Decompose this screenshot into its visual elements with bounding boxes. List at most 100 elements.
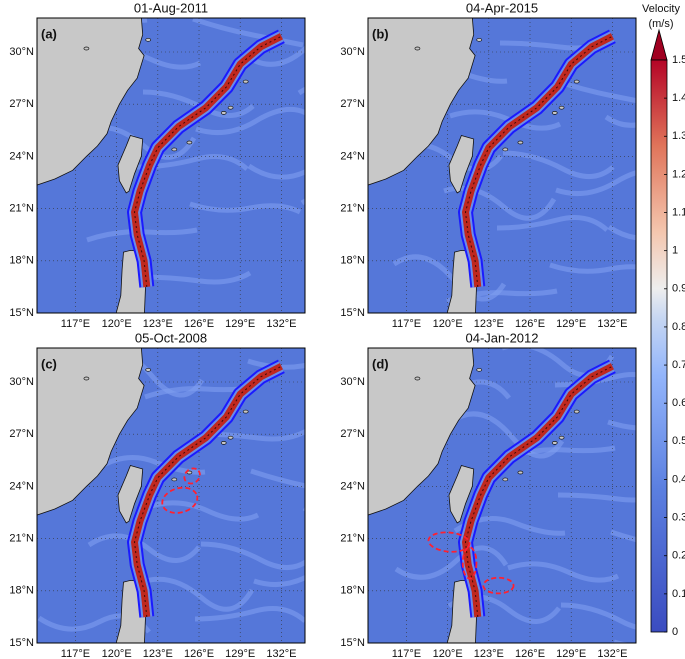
island [551, 111, 558, 115]
island [558, 105, 565, 110]
land [368, 18, 476, 186]
colorbar-tick-label: 0.9 [672, 283, 685, 295]
panel-label: (c) [41, 356, 57, 371]
lon-label: 120°E [102, 648, 132, 659]
current-streak [560, 602, 636, 630]
lon-label: 132°E [266, 648, 296, 659]
island [558, 435, 565, 440]
current-streak [86, 227, 198, 243]
lon-label: 120°E [433, 318, 463, 330]
island [414, 376, 421, 381]
lon-label: 129°E [225, 648, 255, 659]
current-streak [247, 163, 305, 180]
lon-label: 129°E [556, 318, 586, 330]
lat-label: 18°N [9, 255, 34, 267]
island [145, 37, 152, 42]
map-content [368, 18, 636, 313]
lon-label: 120°E [433, 648, 463, 659]
panel-frame [36, 347, 306, 644]
colorbar-tick-label: 1.1 [672, 206, 685, 218]
lat-label: 15°N [340, 307, 365, 319]
current-streak [247, 358, 305, 370]
eddy-outline [427, 531, 471, 553]
colorbar-tick-label: 1.5 [672, 54, 685, 66]
land [448, 465, 475, 524]
panel-label: (d) [372, 356, 389, 371]
lon-label: 123°E [143, 318, 173, 330]
map-panel: 05-Oct-2008 (c) 117°E 120°E 123°E 126°E 129°E 1… [9, 330, 306, 659]
kuroshio-core [131, 33, 283, 288]
map-panel: 04-Jan-2012 (d) 117°E 120°E 123°E 126°E 129°E 1… [340, 330, 637, 659]
island [171, 147, 178, 152]
map-content [37, 348, 305, 643]
current-streak [139, 270, 252, 285]
lat-label: 30°N [340, 376, 365, 388]
current-streak [189, 201, 302, 215]
colorbar-tick-label: 0.4 [672, 473, 685, 485]
lon-label: 126°E [515, 648, 545, 659]
colorbar-tick-label: 0.7 [672, 359, 685, 371]
current-streak [443, 185, 557, 221]
island [83, 376, 90, 381]
island [145, 367, 152, 372]
lat-label: 15°N [9, 637, 34, 649]
colorbar-tick-label: 0.8 [672, 321, 685, 333]
colorbar-tick-label: 0.1 [672, 588, 685, 600]
current-streak [195, 106, 305, 136]
lat-label: 27°N [9, 98, 34, 110]
current-streak [200, 541, 305, 570]
island [551, 441, 558, 445]
current-streak [141, 576, 255, 612]
current-streak [604, 114, 636, 128]
lat-label: 21°N [340, 533, 365, 545]
current-streak [502, 150, 615, 179]
lat-label: 24°N [9, 150, 34, 162]
colorbar-tick-label: 0.5 [672, 435, 685, 447]
panel-label: (a) [41, 26, 57, 41]
lon-label: 117°E [392, 318, 421, 330]
current-streak [450, 411, 565, 459]
colorbar-tick-label: 0.6 [672, 397, 685, 409]
lon-label: 126°E [184, 648, 214, 659]
island [476, 37, 483, 42]
lon-label: 123°E [474, 648, 504, 659]
lat-label: 27°N [340, 428, 365, 440]
lat-label: 18°N [340, 255, 365, 267]
lon-label: 123°E [474, 318, 504, 330]
panel-title: 04-Jan-2012 [466, 330, 539, 345]
current-streak [496, 215, 609, 232]
current-streak [507, 561, 620, 583]
panel-frame [367, 17, 637, 314]
lat-label: 27°N [340, 98, 365, 110]
current-streak [250, 468, 305, 489]
island [517, 470, 524, 475]
island [171, 477, 178, 482]
panel-label: (b) [372, 26, 389, 41]
lon-label: 117°E [61, 648, 90, 659]
map-content [37, 18, 305, 313]
land [448, 135, 475, 194]
island [573, 79, 580, 84]
colorbar-tick-label: 0 [672, 626, 678, 638]
lon-label: 117°E [392, 648, 421, 659]
island [502, 147, 509, 152]
lat-label: 30°N [9, 46, 34, 58]
lon-label: 132°E [597, 318, 627, 330]
current-streak [552, 77, 636, 104]
colorbar [650, 59, 668, 633]
kuroshio-core [462, 33, 614, 288]
eddy-outline [161, 486, 199, 514]
map-panel: 04-Apr-2015 (b) 117°E 120°E 123°E 126°E 129°E 1… [340, 0, 637, 330]
lon-label: 132°E [597, 648, 627, 659]
island [83, 46, 90, 51]
lat-label: 15°N [340, 637, 365, 649]
land [117, 135, 144, 194]
current-streak [194, 606, 305, 623]
current-streak [192, 18, 304, 48]
current-streak [549, 262, 636, 274]
current-streak [607, 419, 636, 431]
colorbar-title: Velocity [642, 3, 680, 15]
island [242, 409, 249, 414]
eddy-outline [461, 546, 478, 580]
